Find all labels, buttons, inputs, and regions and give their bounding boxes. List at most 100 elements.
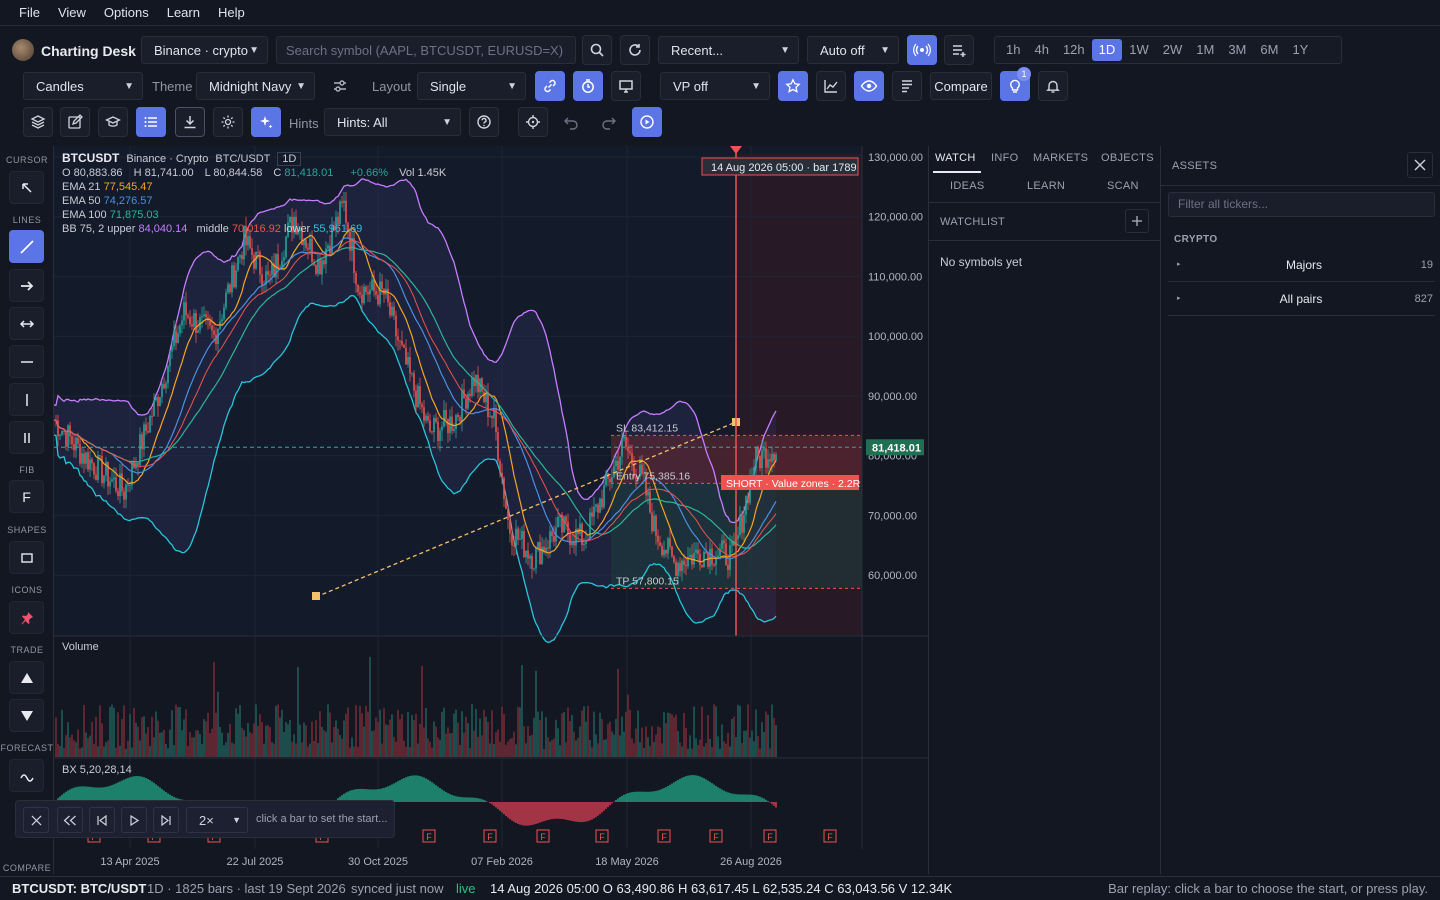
list-view-button[interactable] [136,107,166,137]
replay-close-button[interactable] [23,807,49,833]
asset-group-majors[interactable]: ▸ Majors 19 [1168,248,1435,282]
pin-tool[interactable] [9,601,44,634]
ticker-filter-input[interactable]: Filter all tickers... [1168,192,1435,217]
tab-watch[interactable]: WATCH [935,152,976,164]
indicators-button[interactable] [816,71,846,101]
vertical-line-tool[interactable] [9,383,44,416]
oscillator-bar [525,802,527,826]
auto-select[interactable]: Auto off ▼ [807,36,899,64]
tf-1y[interactable]: 1Y [1292,42,1309,57]
oscillator-bar [581,802,583,823]
ray-tool[interactable] [9,269,44,302]
menu-help[interactable]: Help [217,5,245,20]
rectangle-tool[interactable] [9,541,44,574]
take-profit-label: TP 57,800.15 [616,575,679,587]
oscillator-bar [491,802,493,805]
visibility-button[interactable] [854,71,884,101]
crosshair-button[interactable] [518,107,548,137]
hints-select[interactable]: Hints: All ▼ [324,108,461,136]
tab-objects[interactable]: OBJECTS [1101,152,1154,164]
long-position-tool[interactable] [9,661,44,694]
close-assets-button[interactable] [1407,152,1433,178]
candle-body [351,238,353,251]
tf-1d[interactable]: 1D [1091,39,1123,61]
recent-select[interactable]: Recent... ▼ [658,36,799,64]
tab-learn[interactable]: LEARN [1027,180,1066,192]
replay-play-button[interactable] [121,807,147,833]
parallel-channel-tool[interactable] [9,421,44,454]
chart-type-select[interactable]: Candles ▼ [23,72,143,100]
volume-bar [291,741,293,757]
oscillator-bar [431,782,433,802]
download-button[interactable] [175,107,205,137]
alert-button[interactable] [1038,71,1068,101]
menu-learn[interactable]: Learn [166,5,200,20]
chart-canvas[interactable]: 130,000.00 120,000.00 110,000.00 100,000.00… [54,146,928,874]
layers-button[interactable] [23,107,53,137]
menu-view[interactable]: View [57,5,86,20]
tab-info[interactable]: INFO [991,152,1019,164]
replay-step-forward-button[interactable] [153,807,179,833]
exchange-select[interactable]: Binance · crypto ▼ [141,36,268,64]
replay-speed-select[interactable]: 2× ▼ [186,807,248,833]
trend-line-tool[interactable] [9,230,44,263]
tf-4h[interactable]: 4h [1034,42,1049,57]
edit-button[interactable] [60,107,90,137]
volume-bar [599,712,601,757]
volume-bar [387,725,389,757]
symbol-search-input[interactable]: Search symbol (AAPL, BTCUSDT, EURUSD=X) [276,36,576,64]
replay-step-back-button[interactable] [89,807,115,833]
refresh-button[interactable] [620,35,650,65]
volume-bar [211,728,213,757]
tf-1h[interactable]: 1h [1006,42,1021,57]
candle-body [767,459,769,468]
fib-tool[interactable]: F [9,480,44,513]
link-button[interactable] [535,71,565,101]
add-watchlist-button[interactable] [1125,209,1149,233]
brightness-button[interactable] [213,107,243,137]
theme-select[interactable]: Midnight Navy ▼ [196,72,315,100]
tf-2w[interactable]: 2W [1162,42,1183,57]
broadcast-button[interactable] [907,35,937,65]
replay-button[interactable] [632,107,662,137]
volume-bar [299,724,301,757]
monitor-button[interactable] [611,71,641,101]
horizontal-line-tool[interactable] [9,345,44,378]
forecast-tool[interactable] [9,759,44,792]
hints-sparkle-button[interactable] [251,107,281,137]
tab-ideas[interactable]: IDEAS [950,180,985,192]
replay-rewind-button[interactable] [57,807,83,833]
tab-scan[interactable]: SCAN [1107,180,1139,192]
oscillator-bar [527,802,529,826]
extended-line-tool[interactable] [9,307,44,340]
tf-1w[interactable]: 1W [1129,42,1149,57]
menu-options[interactable]: Options [103,5,149,20]
academy-button[interactable] [98,107,128,137]
layout-select[interactable]: Single ▼ [417,72,526,100]
oscillator-bar [771,802,773,805]
help-button[interactable] [469,107,499,137]
tab-markets[interactable]: MARKETS [1033,152,1089,164]
tf-6m[interactable]: 6M [1260,42,1279,57]
redo-button[interactable] [594,107,624,137]
ideas-bulb-button[interactable] [1000,71,1030,101]
tf-12h[interactable]: 12h [1062,42,1085,57]
theme-settings-button[interactable] [325,71,355,101]
compare-button[interactable]: Compare [930,72,992,100]
asset-group-all-pairs[interactable]: ▸ All pairs 827 [1168,282,1435,316]
list-add-button[interactable] [944,35,974,65]
cursor-tool[interactable] [9,171,44,204]
oscillator-bar [529,802,531,826]
template-button[interactable] [892,71,922,101]
timer-button[interactable] [573,71,603,101]
favorite-button[interactable] [778,71,808,101]
volume-profile-select[interactable]: VP off ▼ [660,72,770,100]
menu-file[interactable]: File [19,5,40,20]
volume-bar [355,705,357,757]
search-button[interactable] [582,35,612,65]
undo-button[interactable] [556,107,586,137]
tf-3m[interactable]: 3M [1228,42,1247,57]
short-position-tool[interactable] [9,699,44,732]
tf-1m[interactable]: 1M [1196,42,1215,57]
oscillator-bar [555,802,557,819]
